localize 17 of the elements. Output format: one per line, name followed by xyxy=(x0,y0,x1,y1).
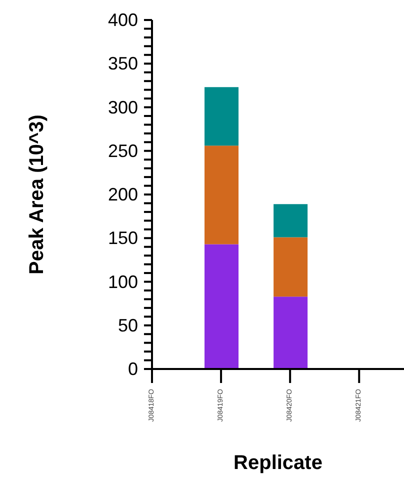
bar xyxy=(274,204,308,238)
x-axis-title: Replicate xyxy=(234,452,322,474)
y-tick-label: 250 xyxy=(108,140,138,161)
bar xyxy=(204,87,239,146)
y-tick-label: 300 xyxy=(108,97,138,118)
y-tick-label: 50 xyxy=(118,315,138,336)
y-tick-label: 350 xyxy=(108,54,138,74)
y-tick-label: 100 xyxy=(108,272,138,292)
y-tick-label: 0 xyxy=(128,359,138,379)
bar xyxy=(204,146,239,244)
y-tick-label: 150 xyxy=(108,228,138,248)
y-axis-title: Peak Area (10^3) xyxy=(26,114,48,274)
bar xyxy=(274,296,308,369)
bar xyxy=(274,237,308,297)
y-tick-label: 400 xyxy=(108,10,138,30)
bar xyxy=(204,244,239,369)
y-tick-label: 200 xyxy=(108,184,138,204)
